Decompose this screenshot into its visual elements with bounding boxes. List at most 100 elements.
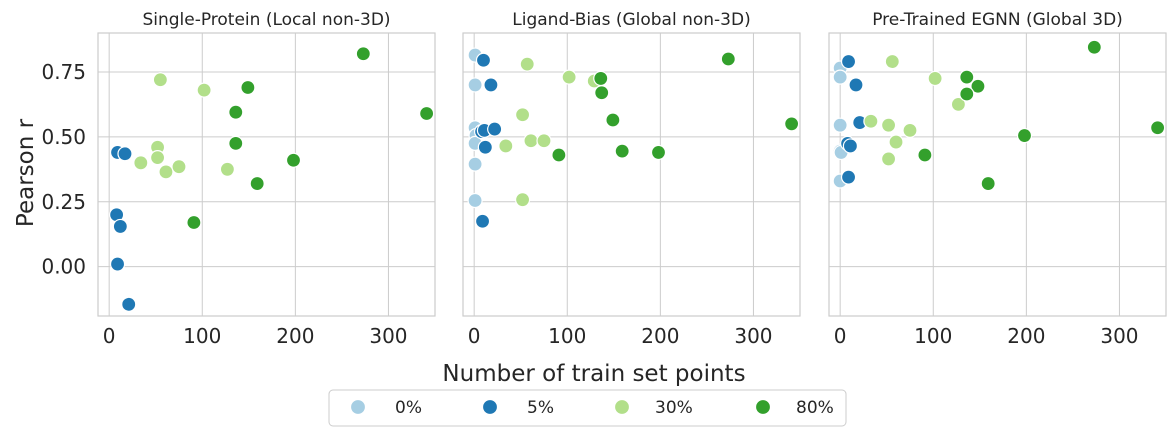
- series-30pct: [133, 72, 236, 180]
- plot-frame: [97, 32, 436, 317]
- data-point: [196, 82, 212, 98]
- data-point: [848, 77, 864, 93]
- data-point: [536, 133, 552, 149]
- data-point: [832, 69, 848, 85]
- legend-label-2: 30%: [655, 398, 693, 418]
- legend-marker-0: [349, 398, 367, 416]
- data-point: [112, 218, 128, 235]
- data-point: [551, 147, 567, 163]
- data-point: [487, 121, 503, 137]
- plot-area: [829, 33, 1166, 316]
- data-point: [109, 256, 126, 272]
- x-tick-label: 300: [1100, 324, 1138, 348]
- x-axis-label: Number of train set points: [442, 361, 745, 387]
- data-point: [980, 175, 996, 192]
- legend-entry: 0%: [349, 398, 422, 418]
- data-point: [884, 53, 900, 70]
- series-5pct: [109, 144, 137, 312]
- panels: 0 100 200 300 0.00 0.25 0.50 0.75 Single-Protein…: [41, 10, 1167, 348]
- data-point: [970, 78, 986, 94]
- data-point: [467, 192, 483, 209]
- data-point: [614, 143, 630, 159]
- data-point: [1150, 120, 1166, 136]
- data-point: [888, 134, 904, 150]
- x-tick-label: 0: [103, 324, 116, 348]
- legend-frame: [328, 389, 847, 427]
- data-point: [467, 77, 483, 93]
- y-tick-label: 0.75: [41, 60, 86, 84]
- data-point: [902, 122, 918, 138]
- y-tick-label: 0.50: [41, 125, 86, 149]
- series-5pct: [474, 52, 503, 229]
- legend-label-0: 0%: [395, 398, 422, 418]
- data-point: [467, 156, 483, 172]
- panel-title: Pre-Trained EGNN (Global 3D): [872, 10, 1123, 30]
- data-point: [840, 53, 857, 70]
- data-point: [121, 296, 137, 312]
- series-80pct: [917, 39, 1166, 192]
- data-point: [594, 85, 610, 101]
- data-point: [483, 77, 499, 93]
- series-30pct: [863, 53, 967, 167]
- data-point: [1086, 39, 1102, 55]
- data-point: [927, 70, 943, 87]
- data-point: [784, 116, 800, 132]
- x-tick-label: 100: [914, 324, 952, 348]
- plot-area: [463, 33, 800, 316]
- data-point: [514, 107, 531, 123]
- series-30pct: [498, 56, 602, 208]
- data-point: [863, 113, 879, 129]
- panel-1: 0 100 200 300 0.00 0.25 0.50 0.75 Single-Protein…: [41, 10, 436, 348]
- data-point: [158, 164, 174, 180]
- data-point: [950, 96, 967, 112]
- data-point: [561, 69, 577, 85]
- plot-frame: [828, 32, 1167, 317]
- x-tick-label: 300: [369, 324, 407, 348]
- data-point: [228, 104, 244, 120]
- data-point: [419, 105, 435, 122]
- y-tick-label: 0.00: [41, 255, 86, 279]
- x-tick-label: 100: [548, 324, 586, 348]
- data-point: [186, 214, 202, 231]
- legend-entry: 5%: [481, 398, 554, 418]
- plot-area: [98, 33, 435, 316]
- y-tick-label: 0.25: [41, 190, 86, 214]
- series-80pct: [186, 46, 435, 231]
- data-point: [219, 161, 236, 177]
- series-5pct: [840, 53, 868, 185]
- legend-entry: 30%: [613, 398, 693, 418]
- data-point: [523, 133, 539, 149]
- data-point: [228, 135, 244, 151]
- data-point: [605, 112, 621, 128]
- data-point: [650, 144, 667, 161]
- legend-label-1: 5%: [527, 398, 554, 418]
- x-tick-label: 0: [468, 324, 481, 348]
- x-tick-label: 0: [834, 324, 847, 348]
- data-point: [249, 175, 265, 192]
- data-point: [117, 146, 133, 162]
- data-point: [720, 51, 736, 67]
- panel-title: Single-Protein (Local non-3D): [142, 10, 390, 30]
- x-tick-label: 200: [641, 324, 679, 348]
- plot-frame: [462, 32, 801, 317]
- data-point: [475, 52, 492, 68]
- legend-label-3: 80%: [796, 398, 834, 418]
- x-tick-label: 100: [183, 324, 221, 348]
- legend-entry: 80%: [754, 398, 834, 418]
- data-point: [474, 213, 491, 229]
- legend-marker-1: [481, 398, 499, 416]
- data-point: [514, 192, 531, 208]
- data-point: [133, 155, 149, 171]
- legend: 0% 5% 30% 80%: [328, 389, 847, 427]
- x-tick-label: 200: [1007, 324, 1045, 348]
- data-point: [593, 70, 609, 87]
- legend-marker-3: [754, 398, 772, 416]
- data-point: [152, 72, 168, 88]
- data-point: [240, 79, 256, 96]
- data-point: [959, 86, 975, 102]
- data-point: [519, 56, 535, 72]
- panel-3: 0 100 200 300 Pre-Trained EGNN (Global 3D): [828, 10, 1167, 348]
- data-point: [840, 169, 857, 185]
- data-point: [880, 117, 897, 133]
